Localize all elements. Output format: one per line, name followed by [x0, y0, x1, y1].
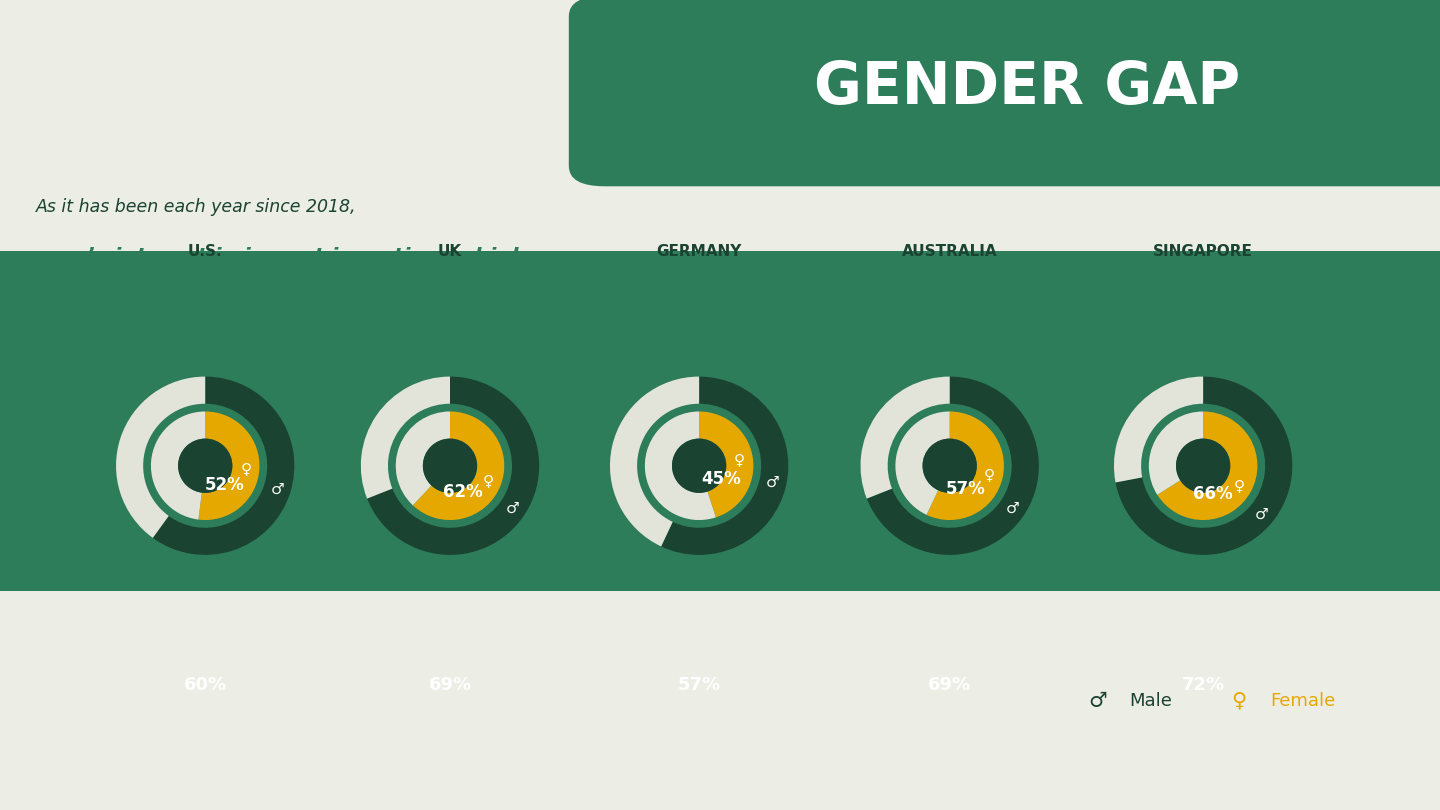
Text: ♀: ♀: [482, 473, 494, 488]
Wedge shape: [361, 377, 449, 499]
Text: 69%: 69%: [929, 676, 971, 694]
Wedge shape: [661, 377, 788, 555]
Text: ♀: ♀: [1231, 691, 1246, 710]
Text: 72%: 72%: [1182, 676, 1224, 694]
Wedge shape: [645, 411, 716, 520]
Text: GENDER GAP: GENDER GAP: [814, 59, 1240, 116]
Text: 60%: 60%: [184, 676, 226, 694]
Text: ♀: ♀: [1233, 478, 1244, 492]
Wedge shape: [926, 411, 1004, 520]
Wedge shape: [367, 377, 539, 555]
Text: 66%: 66%: [1192, 484, 1233, 503]
Wedge shape: [413, 411, 504, 520]
Text: U.S.: U.S.: [187, 244, 223, 259]
Wedge shape: [1158, 411, 1257, 520]
Wedge shape: [896, 411, 949, 515]
Text: Female: Female: [1270, 692, 1335, 710]
Wedge shape: [1116, 377, 1292, 555]
Text: ♂: ♂: [1087, 691, 1107, 710]
Wedge shape: [199, 411, 259, 520]
Text: ♂: ♂: [1005, 501, 1020, 516]
Circle shape: [1176, 438, 1230, 493]
Text: UK: UK: [438, 244, 462, 259]
Text: SINGAPORE: SINGAPORE: [1153, 244, 1253, 259]
Text: ♀: ♀: [734, 452, 744, 467]
FancyBboxPatch shape: [0, 251, 1440, 591]
Text: ♂: ♂: [1254, 506, 1269, 522]
Text: 57%: 57%: [678, 676, 720, 694]
Circle shape: [672, 438, 726, 493]
Text: GERMANY: GERMANY: [657, 244, 742, 259]
Circle shape: [423, 438, 477, 493]
Wedge shape: [698, 411, 753, 518]
Wedge shape: [861, 377, 949, 499]
Wedge shape: [1115, 377, 1202, 483]
Text: Male: Male: [1129, 692, 1172, 710]
Text: ♂: ♂: [271, 482, 284, 497]
Wedge shape: [396, 411, 449, 505]
Text: 45%: 45%: [701, 471, 740, 488]
Text: men’s interest in impact investing is higher: men’s interest in impact investing is hi…: [36, 247, 550, 266]
FancyBboxPatch shape: [569, 0, 1440, 186]
Wedge shape: [117, 377, 204, 538]
Text: 69%: 69%: [429, 676, 471, 694]
Text: AUSTRALIA: AUSTRALIA: [901, 244, 998, 259]
Wedge shape: [611, 377, 698, 547]
Wedge shape: [153, 377, 294, 555]
Text: 52%: 52%: [204, 476, 245, 494]
Circle shape: [923, 438, 976, 493]
Text: 62%: 62%: [444, 483, 482, 501]
Text: ♂: ♂: [766, 475, 779, 490]
Wedge shape: [867, 377, 1038, 555]
Text: ♀: ♀: [240, 461, 252, 475]
Wedge shape: [151, 411, 204, 519]
Text: ♀: ♀: [984, 467, 995, 482]
Text: As it has been each year since 2018,: As it has been each year since 2018,: [36, 198, 357, 215]
Wedge shape: [1149, 411, 1202, 495]
Text: 57%: 57%: [946, 480, 986, 498]
Circle shape: [179, 438, 232, 493]
Text: ♂: ♂: [505, 501, 520, 516]
Text: than women’s across all countries.: than women’s across all countries.: [36, 296, 446, 315]
